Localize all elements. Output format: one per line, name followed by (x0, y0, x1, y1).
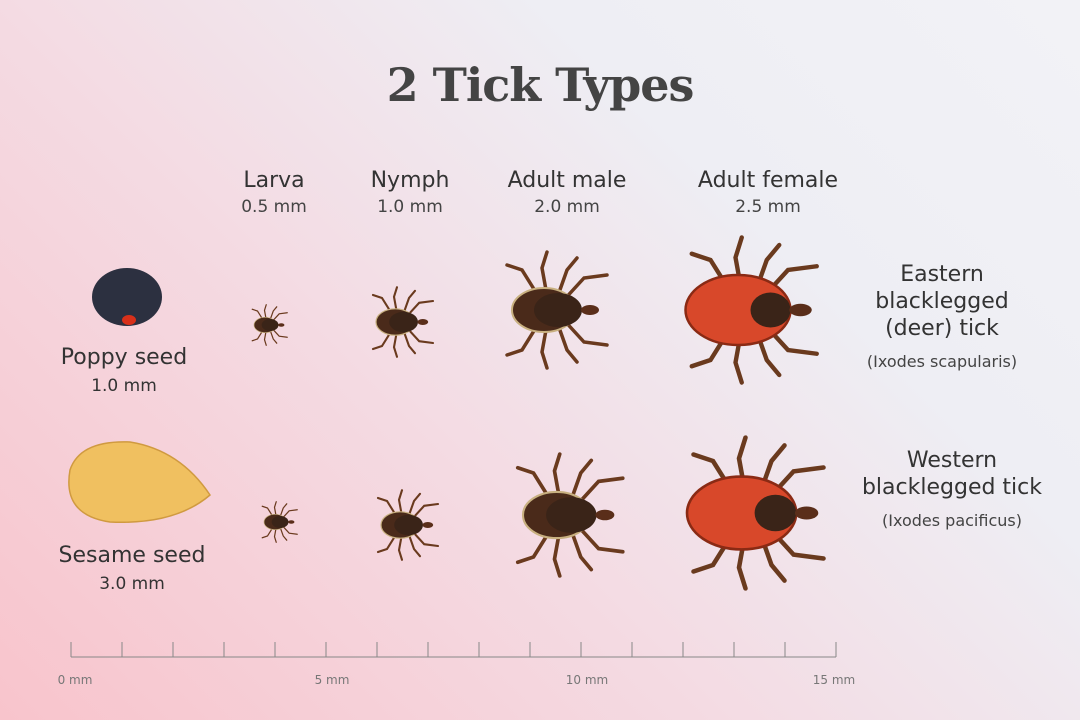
ruler-label: 0 mm (57, 673, 93, 687)
seed-sesame-label: Sesame seed 3.0 mm (59, 543, 206, 594)
ruler-label: 5 mm (314, 673, 350, 687)
poppy-seed-icon (92, 268, 162, 326)
species-western: Western blacklegged tick (Ixodes pacific… (857, 447, 1047, 530)
species-latin: (Ixodes scapularis) (866, 352, 1018, 371)
tick-head (288, 520, 295, 524)
seed-poppy-label: Poppy seed 1.0 mm (61, 345, 187, 396)
tick-illustration (376, 489, 440, 561)
tick-head (794, 506, 819, 520)
tick-head (581, 305, 599, 315)
stage-name: Adult male (507, 168, 627, 193)
stage-size: 0.5 mm (241, 197, 307, 217)
tick-leg (404, 325, 435, 345)
tick-head (789, 303, 812, 317)
species-name: Eastern blacklegged (deer) tick (875, 262, 1009, 341)
tick-leg (280, 509, 298, 520)
stage-adult-male: Adult male 2.0 mm (508, 168, 627, 217)
tick-scutum (394, 514, 423, 536)
tick-leg (560, 316, 609, 347)
stage-name: Adult female (697, 168, 839, 193)
tick-head (278, 323, 285, 327)
tick-leg (280, 524, 298, 535)
tick-scutum (534, 293, 582, 327)
tick-leg (409, 502, 440, 522)
tick-illustration (261, 501, 298, 543)
seed-size: 3.0 mm (99, 574, 165, 594)
tick-leg (573, 476, 625, 509)
poppy-seed-hilum (122, 315, 136, 325)
tick-illustration (515, 452, 625, 578)
stage-larva: Larva 0.5 mm (241, 168, 307, 217)
stage-adult-female: Adult female 2.5 mm (698, 168, 838, 217)
stage-size: 2.0 mm (534, 197, 600, 217)
tick-scutum (750, 292, 791, 328)
tick-scutum (546, 497, 597, 533)
tick-leg (270, 312, 288, 323)
tick-scutum (261, 319, 279, 331)
tick-illustration (251, 304, 288, 346)
tick-head (422, 522, 434, 528)
tick-illustration (685, 435, 826, 591)
tick-illustration (505, 250, 609, 370)
stage-name: Nymph (370, 168, 450, 193)
tick-head (595, 509, 615, 521)
ruler-label: 15 mm (812, 673, 856, 687)
tick-leg (409, 528, 440, 548)
tick-leg (404, 299, 435, 319)
seed-size: 1.0 mm (91, 376, 157, 396)
stage-size: 1.0 mm (377, 197, 443, 217)
tick-leg (560, 273, 609, 304)
ruler-label: 10 mm (565, 673, 609, 687)
tick-leg (270, 327, 288, 338)
species-eastern: Eastern blacklegged (deer) tick (Ixodes … (847, 261, 1037, 371)
stage-nymph: Nymph 1.0 mm (371, 168, 450, 217)
tick-illustration (371, 286, 435, 358)
seed-name: Poppy seed (60, 345, 188, 370)
tick-illustration (684, 235, 819, 385)
species-latin: (Ixodes pacificus) (882, 511, 1022, 530)
species-name: Western blacklegged tick (861, 448, 1043, 500)
tick-head (417, 319, 429, 325)
seed-name: Sesame seed (58, 543, 206, 568)
sesame-seed-icon (68, 441, 211, 524)
tick-scutum (754, 494, 797, 532)
stage-size: 2.5 mm (735, 197, 801, 217)
tick-scutum (271, 516, 289, 528)
page-title: 2 Tick Types (386, 58, 695, 112)
tick-scutum (389, 311, 418, 333)
stage-name: Larva (243, 168, 305, 193)
tick-leg (573, 521, 625, 554)
